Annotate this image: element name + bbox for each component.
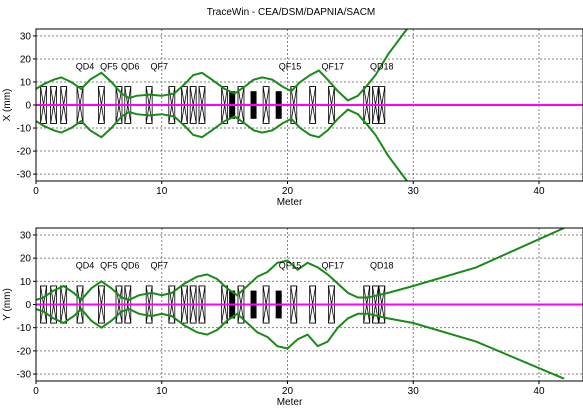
element-label: QF17	[322, 61, 345, 71]
y-tick-label: 10	[20, 277, 32, 288]
envelope-line	[36, 228, 565, 302]
y-tick-label: -10	[17, 124, 32, 135]
x-tick-label: 20	[282, 186, 294, 197]
y-tick-label: 20	[20, 254, 32, 265]
window-title: TraceWin - CEA/DSM/DAPNIA/SACM	[207, 7, 376, 18]
y-tick-label: 30	[20, 230, 32, 241]
y-tick-label: 0	[25, 300, 31, 311]
envelope-line	[36, 108, 408, 181]
x-tick-label: 20	[282, 386, 294, 397]
element-label: QD4	[76, 261, 95, 271]
plot-2: QD4 QF5 QD6 QF7 QF15 QF17 QD18 0 10 20 30 40 -30 -20 -…	[2, 227, 583, 408]
y-tick-label: 20	[20, 54, 32, 65]
y-axis-label: Y (mm)	[2, 288, 13, 321]
y-tick-label: 10	[20, 77, 32, 88]
element-label: QD4	[76, 61, 95, 71]
x-tick-label: 30	[408, 386, 420, 397]
y-tick-label: -10	[17, 323, 32, 334]
y-tick-label: 30	[20, 31, 32, 42]
x-tick-label: 0	[33, 186, 39, 197]
envelope-line	[36, 29, 408, 102]
x-tick-label: 30	[408, 186, 420, 197]
x-tick-label: 10	[156, 386, 168, 397]
x-axis-label: Meter	[277, 197, 303, 208]
y-axis-label: X (mm)	[2, 89, 13, 122]
element-label: QF15	[279, 61, 302, 71]
y-tick-label: -30	[17, 170, 32, 181]
x-tick-label: 0	[33, 386, 39, 397]
element-label: QD18	[370, 61, 394, 71]
x-tick-label: 40	[533, 386, 545, 397]
element-label: QF7	[150, 61, 168, 71]
x-tick-label: 10	[156, 186, 168, 197]
element-label: QD18	[370, 261, 394, 271]
plot-1: QD4 QF5 QD6 QF7 QF15 QF17 QD18 0 10 20 30 40 -30 -20 -…	[2, 28, 583, 208]
element-label: QF5	[100, 61, 118, 71]
element-label: QF5	[100, 261, 118, 271]
envelope-line	[36, 307, 565, 380]
y-tick-label: -30	[17, 370, 32, 381]
y-tick-label: 0	[25, 101, 31, 112]
x-tick-label: 40	[533, 186, 545, 197]
x-axis-label: Meter	[277, 397, 303, 408]
y-tick-label: -20	[17, 147, 32, 158]
element-label: QD6	[121, 61, 140, 71]
element-label: QF7	[150, 261, 168, 271]
y-tick-label: -20	[17, 346, 32, 357]
element-label: QF17	[322, 261, 345, 271]
element-label: QF15	[279, 261, 302, 271]
element-label: QD6	[121, 261, 140, 271]
